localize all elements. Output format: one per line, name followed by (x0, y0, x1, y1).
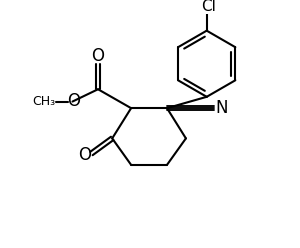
Text: CH₃: CH₃ (33, 95, 56, 108)
Text: Cl: Cl (201, 0, 216, 14)
Text: N: N (216, 99, 228, 117)
Text: O: O (67, 92, 80, 110)
Text: O: O (92, 47, 104, 65)
Text: O: O (78, 146, 91, 164)
